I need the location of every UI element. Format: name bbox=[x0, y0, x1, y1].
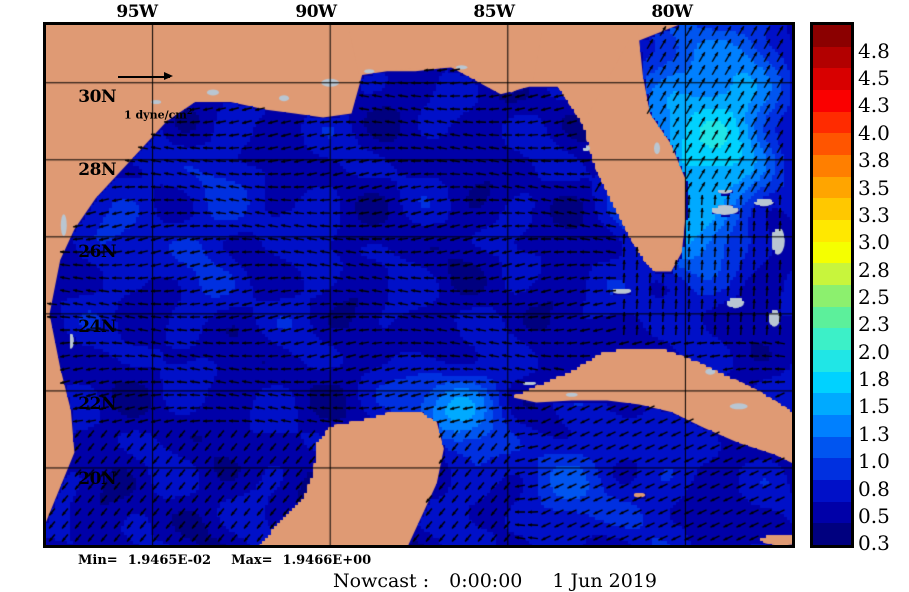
min-value: 1.9465E-02 bbox=[127, 553, 212, 568]
colorbar-band bbox=[813, 241, 851, 264]
vector-scale-key: 1 dyne/cm2 bbox=[116, 70, 236, 122]
colorbar-band bbox=[813, 263, 851, 286]
wind-stress-field-canvas bbox=[46, 25, 792, 545]
colorbar-band bbox=[813, 133, 851, 156]
lon-tick-label: 85W bbox=[473, 2, 515, 22]
colorbar-tick-label: 4.3 bbox=[858, 93, 890, 118]
lat-tick-label: 22N bbox=[78, 394, 116, 414]
nowcast-title: Nowcast : bbox=[333, 570, 430, 592]
colorbar-band bbox=[813, 68, 851, 91]
colorbar-tick-label: 1.0 bbox=[858, 449, 890, 474]
nowcast-date: 1 Jun 2019 bbox=[552, 570, 657, 592]
colorbar-tick-label: 4.5 bbox=[858, 66, 890, 91]
colorbar-band bbox=[813, 523, 851, 546]
colorbar-band bbox=[813, 176, 851, 199]
colorbar-tick-label: 4.0 bbox=[858, 120, 890, 145]
colorbar-band bbox=[813, 155, 851, 177]
colorbar-band bbox=[813, 436, 851, 459]
lat-tick-label: 24N bbox=[78, 317, 116, 337]
min-max-readout: Min= 1.9465E-02 Max= 1.9466E+00 bbox=[78, 553, 371, 568]
colorbar-band bbox=[813, 46, 851, 69]
colorbar-band bbox=[813, 306, 851, 329]
colorbar-band bbox=[813, 198, 851, 221]
colorbar-band bbox=[813, 371, 851, 394]
colorbar-band bbox=[813, 328, 851, 351]
colorbar-tick-label: 2.3 bbox=[858, 312, 890, 337]
colorbar-tick-label: 4.8 bbox=[858, 38, 890, 63]
lon-tick-label: 95W bbox=[116, 2, 158, 22]
max-value: 1.9466E+00 bbox=[282, 553, 372, 568]
lat-tick-label: 28N bbox=[78, 160, 116, 180]
colorbar-band bbox=[813, 393, 851, 416]
map-plot-area: 1 dyne/cm2 bbox=[43, 22, 795, 548]
colorbar-tick-label: 1.3 bbox=[858, 421, 890, 446]
colorbar-band bbox=[813, 220, 851, 242]
colorbar-band bbox=[813, 350, 851, 372]
colorbar-tick-label: 2.0 bbox=[858, 339, 890, 364]
colorbar bbox=[810, 22, 854, 548]
colorbar-tick-labels: 4.8 4.5 4.3 4.0 3.8 3.5 3.3 3.0 2.8 2.5 2.3 2.0 1.8 1… bbox=[858, 22, 909, 554]
colorbar-tick-label: 3.8 bbox=[858, 148, 890, 173]
colorbar-tick-label: 0.3 bbox=[858, 531, 890, 556]
colorbar-band bbox=[813, 480, 851, 502]
nowcast-caption: Nowcast : 0:00:00 1 Jun 2019 bbox=[333, 570, 657, 592]
colorbar-tick-label: 3.0 bbox=[858, 230, 890, 255]
colorbar-tick-label: 3.3 bbox=[858, 202, 890, 227]
lon-tick-label: 90W bbox=[295, 2, 337, 22]
colorbar-tick-label: 0.8 bbox=[858, 476, 890, 501]
lon-tick-label: 80W bbox=[651, 2, 693, 22]
colorbar-tick-label: 3.5 bbox=[858, 175, 890, 200]
lat-tick-label: 26N bbox=[78, 242, 116, 262]
min-label: Min= bbox=[78, 553, 118, 568]
colorbar-band bbox=[813, 90, 851, 112]
colorbar-tick-label: 1.8 bbox=[858, 367, 890, 392]
nowcast-time: 0:00:00 bbox=[449, 570, 523, 592]
colorbar-band bbox=[813, 501, 851, 524]
colorbar-tick-label: 0.5 bbox=[858, 503, 890, 528]
reference-arrow-icon bbox=[116, 70, 236, 84]
colorbar-band bbox=[813, 25, 851, 47]
vector-key-label: 1 dyne/cm2 bbox=[124, 106, 193, 122]
colorbar-band bbox=[813, 285, 851, 307]
lat-tick-label: 20N bbox=[78, 469, 116, 489]
max-label: Max= bbox=[231, 553, 273, 568]
colorbar-band bbox=[813, 415, 851, 437]
colorbar-band bbox=[813, 111, 851, 134]
colorbar-band bbox=[813, 458, 851, 481]
lat-tick-label: 30N bbox=[78, 87, 116, 107]
colorbar-tick-label: 2.8 bbox=[858, 257, 890, 282]
colorbar-tick-label: 2.5 bbox=[858, 285, 890, 310]
colorbar-tick-label: 1.5 bbox=[858, 394, 890, 419]
